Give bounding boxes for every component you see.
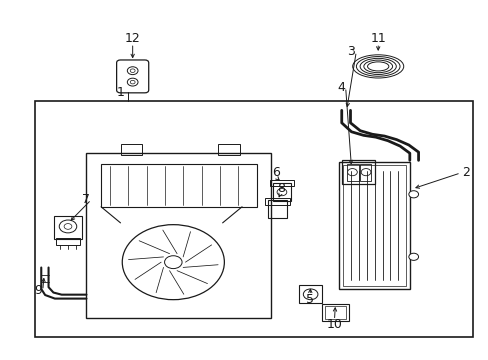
Circle shape xyxy=(347,168,357,176)
Bar xyxy=(86,153,271,318)
Ellipse shape xyxy=(130,80,135,84)
Bar xyxy=(360,163,370,181)
Circle shape xyxy=(64,224,72,229)
Circle shape xyxy=(164,256,182,269)
Ellipse shape xyxy=(127,67,138,75)
Bar xyxy=(325,306,346,319)
Bar xyxy=(101,164,256,207)
Bar xyxy=(264,198,289,205)
Bar xyxy=(267,201,287,217)
Circle shape xyxy=(122,225,224,300)
Circle shape xyxy=(361,168,370,176)
Text: 2: 2 xyxy=(461,166,468,179)
Bar xyxy=(339,162,409,289)
Text: 11: 11 xyxy=(369,32,386,45)
Ellipse shape xyxy=(127,78,138,86)
Bar xyxy=(298,285,322,303)
Text: 9: 9 xyxy=(34,284,41,297)
Bar xyxy=(56,238,80,246)
Bar xyxy=(341,160,374,184)
Circle shape xyxy=(408,253,418,260)
Bar xyxy=(346,163,358,181)
Text: 5: 5 xyxy=(305,293,313,306)
Text: 12: 12 xyxy=(124,32,140,45)
Bar xyxy=(322,304,348,321)
Ellipse shape xyxy=(130,69,135,72)
Text: 4: 4 xyxy=(337,81,345,94)
Text: 8: 8 xyxy=(276,183,285,195)
Bar xyxy=(272,183,290,202)
FancyBboxPatch shape xyxy=(116,60,148,93)
Text: 1: 1 xyxy=(116,86,124,99)
Text: 6: 6 xyxy=(272,166,280,179)
Text: 10: 10 xyxy=(326,318,342,331)
Bar xyxy=(269,180,293,186)
Circle shape xyxy=(59,220,77,233)
Text: 7: 7 xyxy=(82,193,90,206)
Circle shape xyxy=(408,191,418,198)
Bar xyxy=(120,144,142,155)
Bar xyxy=(343,165,405,286)
Bar xyxy=(35,102,472,337)
Circle shape xyxy=(303,289,317,300)
Text: 3: 3 xyxy=(347,45,355,58)
Circle shape xyxy=(277,189,286,196)
Bar xyxy=(54,216,82,239)
Bar xyxy=(217,144,239,155)
